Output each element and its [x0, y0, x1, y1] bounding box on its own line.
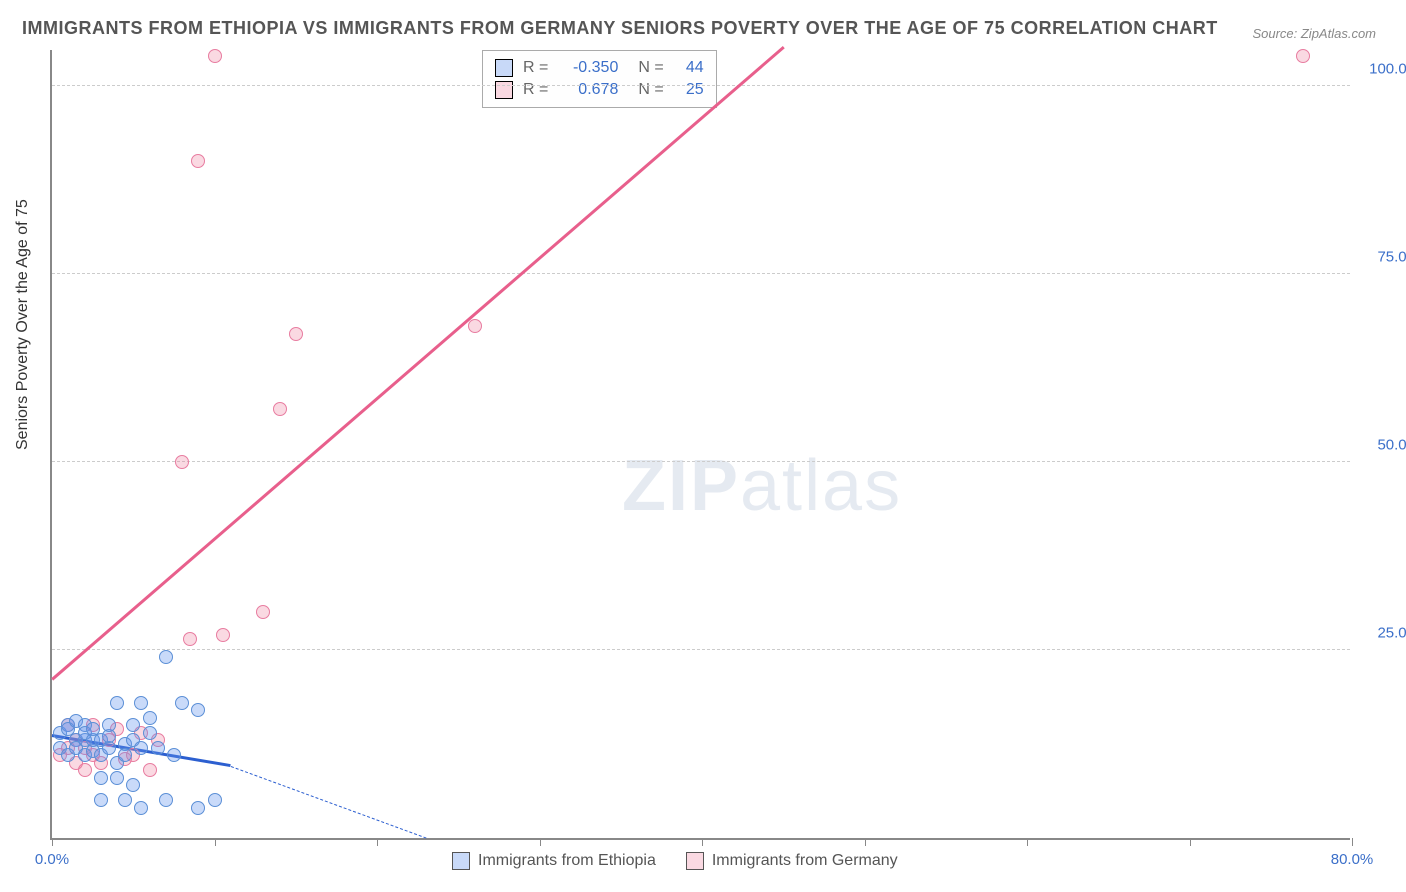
data-point-pink [468, 319, 482, 333]
source-attribution: Source: ZipAtlas.com [1252, 26, 1376, 41]
x-tick [1190, 838, 1191, 846]
stats-row-blue: R = -0.350 N = 44 [495, 57, 704, 79]
trend-line [231, 766, 426, 838]
data-point-pink [78, 763, 92, 777]
y-tick-label: 50.0% [1360, 436, 1406, 453]
y-tick-label: 100.0% [1360, 60, 1406, 77]
legend-item-blue: Immigrants from Ethiopia [452, 852, 656, 870]
data-point-pink [216, 628, 230, 642]
gridline-h [52, 85, 1350, 86]
data-point-blue [126, 718, 140, 732]
watermark: ZIPatlas [622, 445, 902, 527]
data-point-pink [1296, 49, 1310, 63]
data-point-blue [110, 696, 124, 710]
data-point-blue [143, 726, 157, 740]
data-point-blue [159, 793, 173, 807]
data-point-blue [126, 778, 140, 792]
data-point-pink [208, 49, 222, 63]
data-point-blue [151, 741, 165, 755]
data-point-pink [289, 327, 303, 341]
data-point-blue [175, 696, 189, 710]
swatch-blue [452, 852, 470, 870]
plot-area: ZIPatlas R = -0.350 N = 44 R = 0.678 N =… [50, 50, 1350, 840]
trend-line [51, 46, 784, 680]
data-point-blue [102, 718, 116, 732]
data-point-blue [208, 793, 222, 807]
legend: Immigrants from Ethiopia Immigrants from… [452, 852, 898, 870]
data-point-blue [118, 793, 132, 807]
data-point-blue [110, 771, 124, 785]
data-point-pink [256, 605, 270, 619]
stats-row-pink: R = 0.678 N = 25 [495, 79, 704, 101]
x-tick [215, 838, 216, 846]
gridline-h [52, 461, 1350, 462]
legend-item-pink: Immigrants from Germany [686, 852, 898, 870]
data-point-blue [143, 711, 157, 725]
y-tick-label: 75.0% [1360, 248, 1406, 265]
x-tick [540, 838, 541, 846]
data-point-blue [134, 696, 148, 710]
correlation-stats-box: R = -0.350 N = 44 R = 0.678 N = 25 [482, 50, 717, 108]
data-point-pink [183, 632, 197, 646]
x-tick [1027, 838, 1028, 846]
x-tick [377, 838, 378, 846]
chart-title: IMMIGRANTS FROM ETHIOPIA VS IMMIGRANTS F… [22, 18, 1218, 39]
data-point-blue [191, 801, 205, 815]
swatch-pink [686, 852, 704, 870]
data-point-blue [118, 748, 132, 762]
x-tick [865, 838, 866, 846]
gridline-h [52, 273, 1350, 274]
data-point-pink [143, 763, 157, 777]
data-point-blue [134, 801, 148, 815]
y-tick-label: 25.0% [1360, 624, 1406, 641]
x-tick [702, 838, 703, 846]
y-axis-label: Seniors Poverty Over the Age of 75 [14, 199, 32, 450]
gridline-h [52, 649, 1350, 650]
data-point-blue [94, 771, 108, 785]
swatch-blue [495, 59, 513, 77]
data-point-blue [134, 741, 148, 755]
data-point-blue [191, 703, 205, 717]
x-tick-label: 0.0% [35, 851, 69, 868]
data-point-blue [167, 748, 181, 762]
x-tick-label: 80.0% [1331, 851, 1374, 868]
data-point-blue [159, 650, 173, 664]
x-tick [52, 838, 53, 846]
data-point-pink [273, 402, 287, 416]
data-point-pink [175, 455, 189, 469]
data-point-blue [94, 793, 108, 807]
x-tick [1352, 838, 1353, 846]
data-point-pink [191, 154, 205, 168]
